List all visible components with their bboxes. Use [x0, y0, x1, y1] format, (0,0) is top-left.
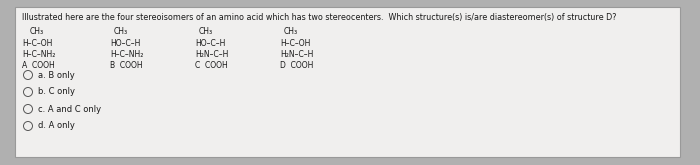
- Text: H–C–NH₂: H–C–NH₂: [22, 50, 55, 59]
- Text: b. C only: b. C only: [38, 87, 75, 97]
- Text: d. A only: d. A only: [38, 121, 75, 131]
- Text: a. B only: a. B only: [38, 70, 75, 80]
- Text: H–C–NH₂: H–C–NH₂: [110, 50, 144, 59]
- Text: H₂N–C–H: H₂N–C–H: [280, 50, 314, 59]
- Text: CH₃: CH₃: [284, 27, 298, 36]
- Text: CH₃: CH₃: [114, 27, 128, 36]
- Text: Illustrated here are the four stereoisomers of an amino acid which has two stere: Illustrated here are the four stereoisom…: [22, 13, 617, 22]
- Text: c. A and C only: c. A and C only: [38, 104, 101, 114]
- Text: HO–C–H: HO–C–H: [195, 38, 225, 48]
- Text: C  COOH: C COOH: [195, 62, 228, 70]
- Text: A  COOH: A COOH: [22, 62, 55, 70]
- Text: H₂N–C–H: H₂N–C–H: [195, 50, 228, 59]
- Text: CH₃: CH₃: [199, 27, 213, 36]
- Text: D  COOH: D COOH: [280, 62, 314, 70]
- Text: B  COOH: B COOH: [110, 62, 143, 70]
- Text: HO–C–H: HO–C–H: [110, 38, 141, 48]
- Text: H–C–OH: H–C–OH: [22, 38, 52, 48]
- FancyBboxPatch shape: [15, 7, 680, 157]
- Text: CH₃: CH₃: [30, 27, 44, 36]
- Text: H–C–OH: H–C–OH: [280, 38, 310, 48]
